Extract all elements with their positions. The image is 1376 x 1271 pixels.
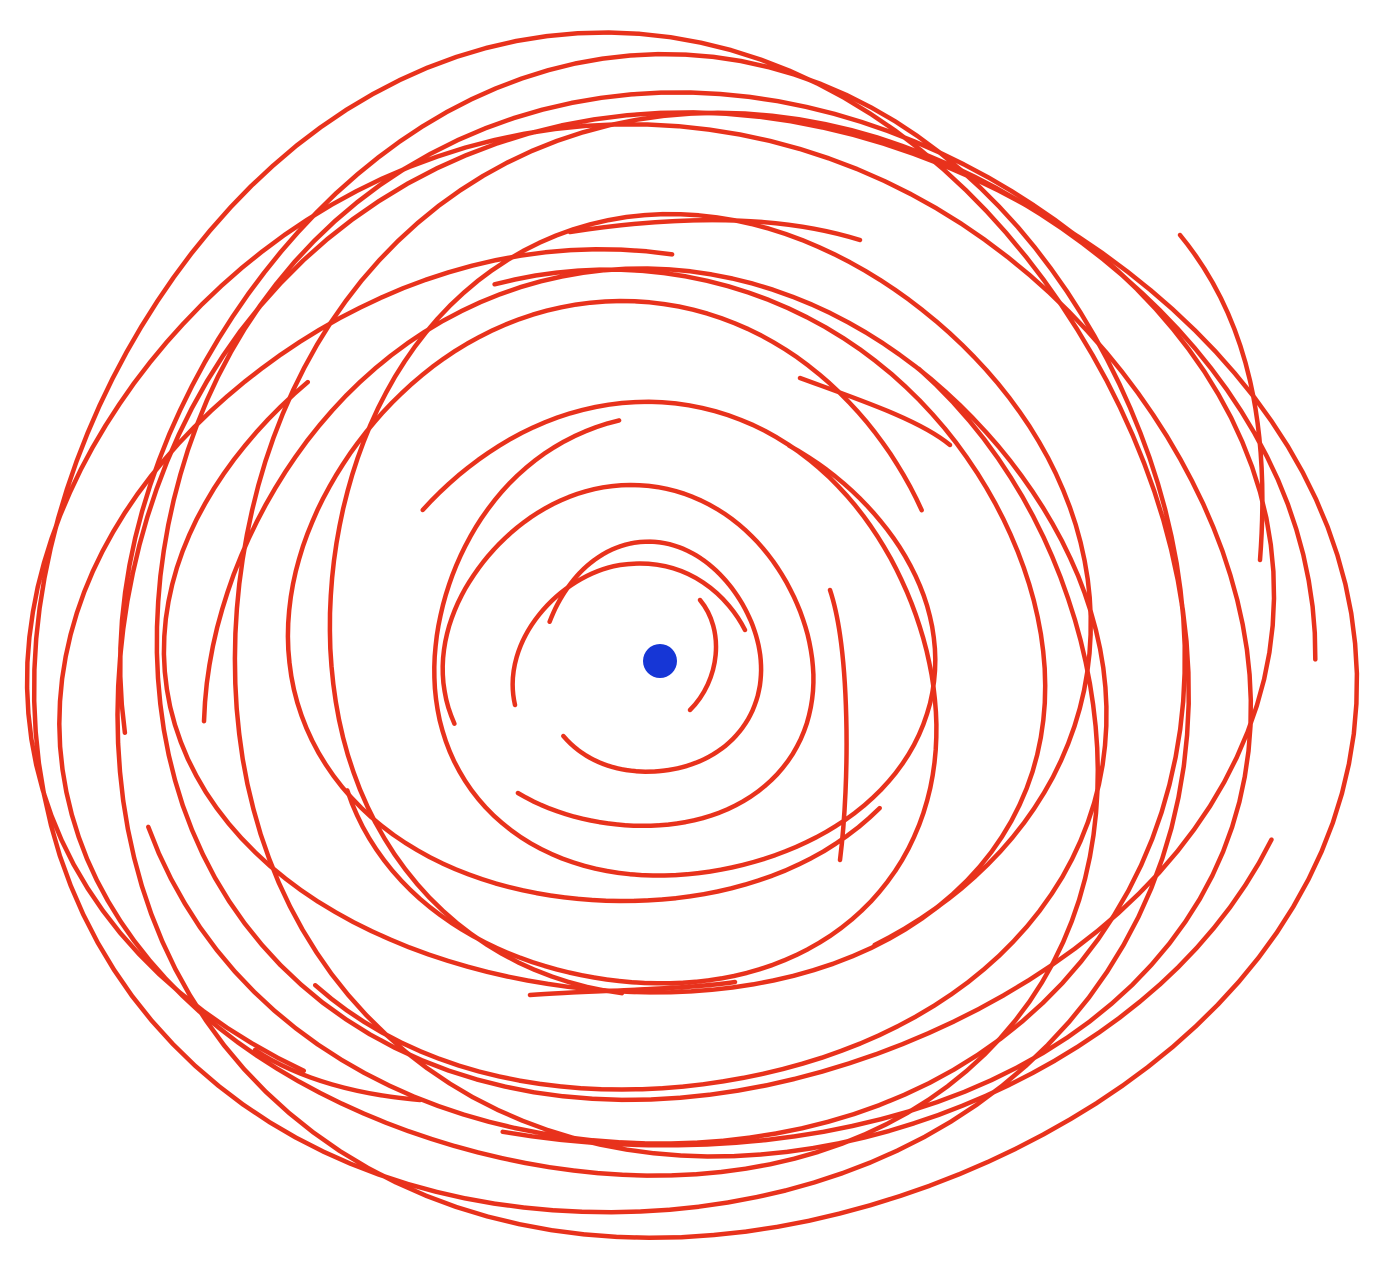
scribble-stroke [1177, 232, 1265, 563]
scribble-stroke [827, 587, 849, 863]
scribble-loop [345, 399, 939, 986]
scribble-loop [547, 539, 764, 774]
scribble-loop [327, 211, 1093, 996]
red-scribble-strokes [24, 30, 1360, 1241]
scribble-loop [31, 30, 1191, 1215]
scribble-loop [432, 418, 938, 878]
scribble-loop [201, 266, 1109, 1092]
blue-center-dot [643, 644, 677, 678]
scribble-loop [440, 482, 816, 829]
scribble-stroke [252, 1047, 423, 1103]
scribble-loop [57, 246, 1101, 1178]
scribble-stroke [527, 979, 738, 998]
scribble-loop [285, 298, 924, 904]
scribble-loop [154, 90, 1277, 1103]
scribble-stroke [797, 375, 953, 448]
scribble-loop [115, 110, 1360, 1241]
scribble-stroke [510, 561, 748, 708]
scribble-loop [232, 110, 1318, 1159]
scribble-loop [24, 122, 1254, 1148]
scribble-stroke [687, 597, 719, 713]
scribble-loop [161, 267, 1048, 995]
scribble-stroke [567, 217, 863, 243]
